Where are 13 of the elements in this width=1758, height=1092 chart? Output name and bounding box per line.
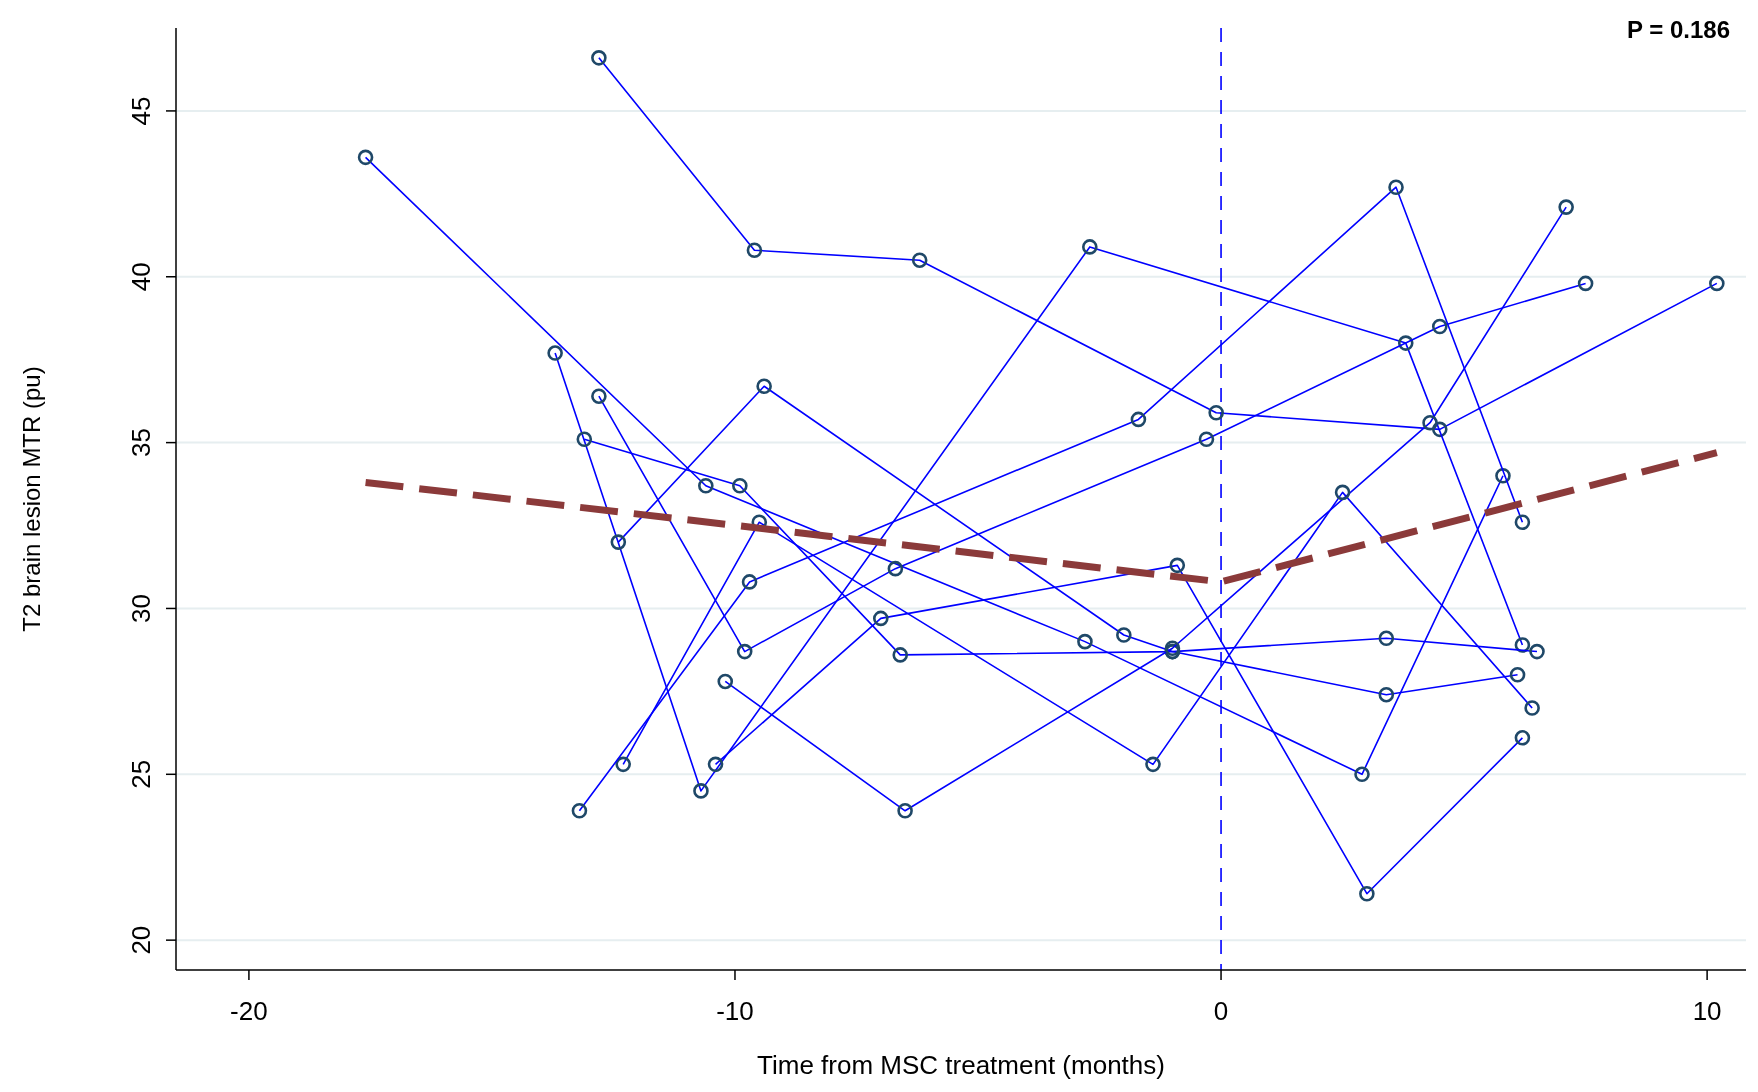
y-tick-label: 20 bbox=[126, 925, 156, 955]
x-tick-label: 0 bbox=[1213, 996, 1229, 1026]
y-tick-label: 25 bbox=[126, 759, 156, 789]
y-tick-label: 40 bbox=[126, 262, 156, 292]
annotation: P = 0.186 bbox=[1627, 16, 1730, 43]
y-tick-label: 35 bbox=[126, 428, 156, 458]
x-tick-label: 10 bbox=[1692, 996, 1722, 1026]
y-axis-title: T2 brain lesion MTR (pu) bbox=[18, 366, 45, 632]
y-tick-label: 45 bbox=[126, 96, 156, 126]
x-tick-label: -20 bbox=[230, 996, 268, 1026]
y-tick-label: 30 bbox=[126, 594, 156, 623]
x-tick-label: -10 bbox=[716, 996, 754, 1026]
x-axis-title: Time from MSC treatment (months) bbox=[757, 1050, 1165, 1080]
